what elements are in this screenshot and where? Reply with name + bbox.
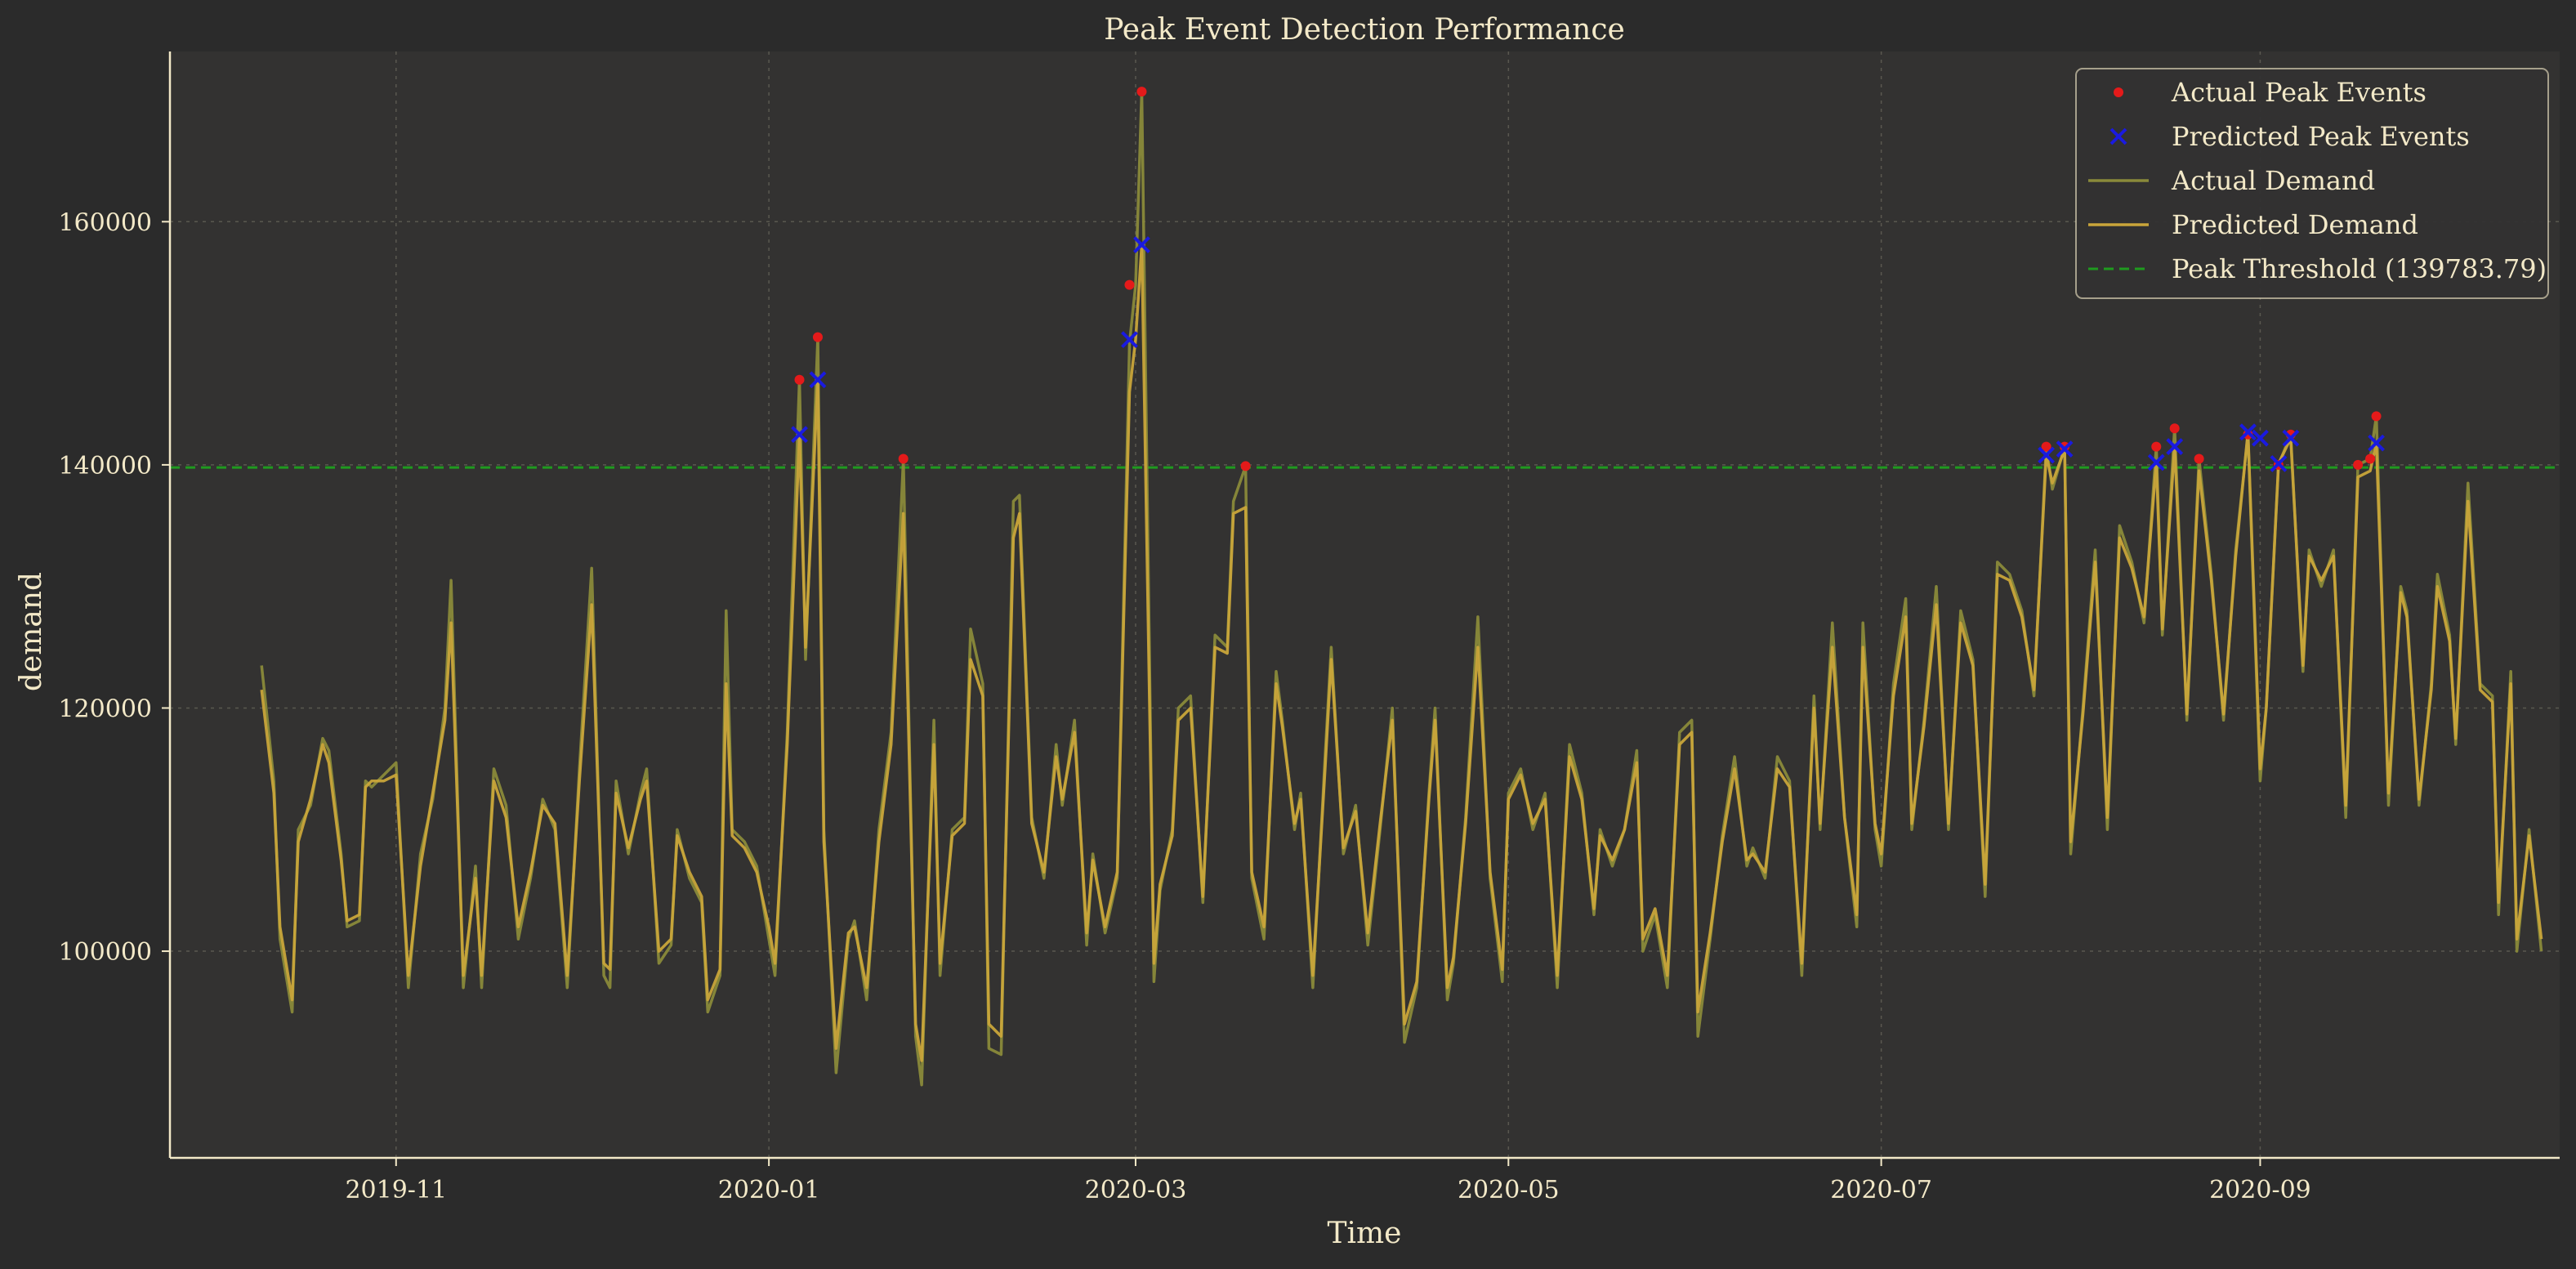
actual-peak-marker [2060, 441, 2070, 452]
actual-peak-marker [812, 332, 823, 342]
y-tick-label: 100000 [58, 938, 152, 967]
actual-peak-marker [2194, 454, 2204, 464]
actual-peak-marker [1124, 279, 1135, 290]
predicted-peak-marker [2282, 429, 2300, 447]
x-axis-label: Time [1328, 1217, 1402, 1250]
predicted-peak-marker [2368, 434, 2385, 452]
x-tick-label: 2020-07 [1830, 1176, 1932, 1204]
actual-peak-marker [794, 374, 805, 385]
predicted-peak-marker [2270, 454, 2288, 472]
legend-actual-peaks-label: Actual Peak Events [2171, 77, 2426, 108]
actual-peak-marker [2371, 411, 2382, 422]
predicted-peak-marker [2038, 446, 2056, 464]
predicted-demand-line [260, 243, 2543, 1062]
actual-peak-marker [2169, 423, 2180, 434]
predicted-peak-marker [809, 371, 827, 389]
actual-peak-marker [1136, 87, 1147, 97]
chart-title: Peak Event Detection Performance [1104, 13, 1625, 47]
predicted-peak-marker [791, 426, 808, 444]
actual-peak-marker [1240, 461, 1251, 471]
legend-box [2075, 68, 2549, 299]
predicted-peak-marker [2239, 423, 2257, 441]
y-tick-label: 160000 [58, 208, 152, 237]
legend-actual-demand-label: Actual Demand [2171, 165, 2375, 196]
legend-threshold-label: Peak Threshold (139783.79) [2172, 253, 2547, 284]
actual-peak-marker [2243, 429, 2253, 440]
predicted-peak-marker [2252, 429, 2269, 447]
predicted-peak-marker [1121, 331, 1138, 349]
predicted-peak-marker [2147, 454, 2165, 471]
marker-layer [791, 87, 2385, 472]
grid-lines [170, 51, 2560, 1158]
legend-predicted-demand-label: Predicted Demand [2172, 209, 2418, 240]
series-layer [260, 90, 2543, 1087]
axis-ticks: 2019-11 2020-01 2020-03 2020-05 2020-07 2020-… [58, 208, 2310, 1204]
actual-peak-marker [2041, 441, 2051, 452]
legend-actual-peaks-marker [2114, 87, 2123, 97]
actual-peak-marker [2365, 454, 2376, 464]
predicted-peak-marker [1133, 236, 1150, 253]
y-tick-label: 140000 [58, 452, 152, 480]
legend-predicted-peaks-label: Predicted Peak Events [2172, 121, 2470, 152]
legend: Actual Peak Events Predicted Peak Events… [2075, 68, 2549, 299]
x-tick-label: 2020-03 [1085, 1176, 1187, 1204]
predicted-peak-marker [2056, 440, 2074, 458]
x-tick-label: 2020-01 [718, 1176, 820, 1204]
x-tick-label: 2020-09 [2209, 1176, 2311, 1204]
x-tick-label: 2019-11 [345, 1176, 447, 1204]
actual-peak-marker [2353, 459, 2364, 470]
actual-peak-marker [898, 454, 909, 464]
y-axis-label: demand [15, 572, 48, 691]
legend-predicted-peaks-marker [2109, 127, 2127, 145]
predicted-peak-marker [2166, 438, 2184, 455]
x-tick-label: 2020-05 [1458, 1176, 1560, 1204]
actual-peak-marker [2151, 441, 2162, 452]
y-tick-label: 120000 [58, 695, 152, 723]
